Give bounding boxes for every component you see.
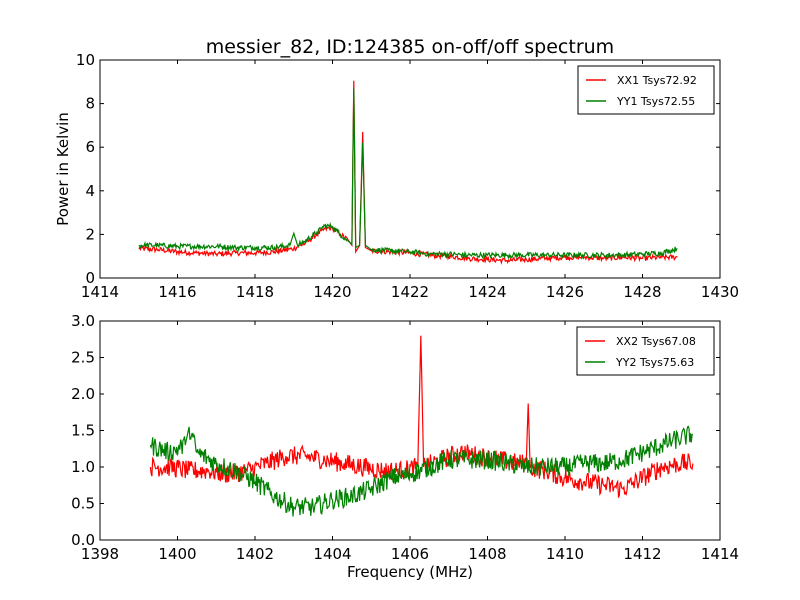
x-tick-label: 1408	[468, 545, 506, 563]
y-tick-label: 2.0	[71, 385, 95, 403]
y-axis-label: Power in Kelvin	[54, 112, 72, 226]
legend-label: YY1 Tsys72.55	[616, 95, 695, 108]
y-tick-label: 0.5	[71, 495, 95, 513]
y-tick-label: 10	[76, 51, 95, 69]
legend: XX2 Tsys67.08 YY2 Tsys75.63	[576, 326, 715, 376]
legend-label: XX1 Tsys72.92	[617, 74, 697, 87]
x-axis-label: Frequency (MHz)	[347, 563, 473, 581]
y-tick-label: 2	[85, 225, 95, 243]
x-tick-label: 1406	[391, 545, 429, 563]
series-line-yy2	[149, 425, 694, 517]
x-tick-label: 1420	[313, 283, 351, 301]
top-spectrum-chart: 1414 1416 1418 1420 1422 1424 1426 1428 1430 0 2 4 6…	[54, 51, 739, 301]
y-tick-label: 4	[85, 182, 95, 200]
x-tick-label: 1426	[546, 283, 584, 301]
x-tick-label: 1398	[81, 545, 119, 563]
y-tick-label: 0	[85, 269, 95, 287]
x-tick-label: 1416	[158, 283, 196, 301]
x-tick-label: 1412	[623, 545, 661, 563]
y-tick-label: 0.0	[71, 531, 95, 549]
figure-title: messier_82, ID:124385 on-off/off spectru…	[206, 36, 614, 58]
y-tick-label: 6	[85, 138, 95, 156]
x-tick-label: 1430	[701, 283, 739, 301]
x-tick-label: 1410	[546, 545, 584, 563]
y-tick-label: 3.0	[71, 312, 95, 330]
y-tick-label: 2.5	[71, 349, 95, 367]
y-tick-label: 8	[85, 95, 95, 113]
legend: XX1 Tsys72.92 YY1 Tsys72.55	[577, 65, 715, 115]
series-line-yy1	[138, 88, 678, 261]
legend-box	[576, 326, 715, 376]
x-tick-label: 1414	[81, 283, 119, 301]
x-tick-label: 1400	[158, 545, 196, 563]
legend-label: YY2 Tsys75.63	[615, 356, 694, 369]
x-tick-label: 1428	[623, 283, 661, 301]
x-tick-label: 1414	[701, 545, 739, 563]
x-tick-label: 1404	[313, 545, 351, 563]
legend-label: XX2 Tsys67.08	[616, 335, 696, 348]
legend-box	[577, 65, 715, 115]
x-tick-label: 1418	[236, 283, 274, 301]
y-tick-label: 1.0	[71, 458, 95, 476]
y-tick-label: 1.5	[71, 422, 95, 440]
x-tick-label: 1424	[468, 283, 506, 301]
x-tick-label: 1422	[391, 283, 429, 301]
bottom-spectrum-chart: 1398 1400 1402 1404 1406 1408 1410 1412 1414 0.0 0…	[71, 312, 739, 581]
x-tick-label: 1402	[236, 545, 274, 563]
